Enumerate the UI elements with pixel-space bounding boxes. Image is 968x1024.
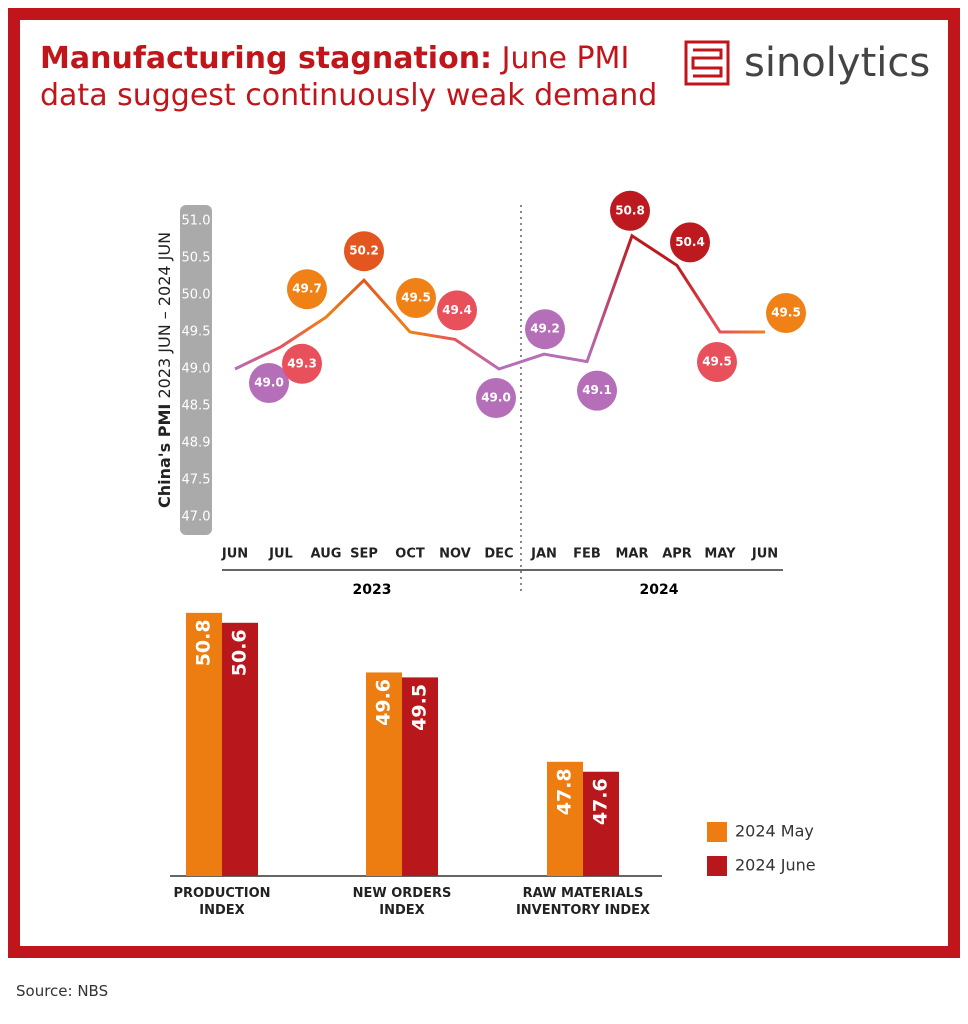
x-tick-label: DEC — [484, 547, 513, 562]
y-axis-band — [180, 205, 212, 535]
legend-swatch — [707, 856, 727, 876]
value-bubble — [437, 290, 477, 331]
bar-value-label: 50.8 — [193, 619, 215, 666]
x-tick-label: JAN — [530, 547, 557, 562]
value-label: 49.0 — [481, 391, 511, 405]
bar — [402, 677, 438, 876]
value-bubble — [577, 370, 617, 411]
x-tick-label: JUN — [751, 547, 778, 562]
value-label: 49.2 — [530, 322, 560, 336]
x-tick-label: OCT — [395, 547, 425, 562]
y-tick-label: 49.0 — [182, 362, 211, 377]
value-label: 49.5 — [702, 355, 732, 369]
value-label: 49.7 — [292, 282, 322, 296]
y-tick-label: 49.5 — [182, 325, 211, 340]
x-tick-label: MAY — [704, 547, 736, 562]
value-bubble — [344, 231, 384, 272]
value-label: 49.1 — [582, 383, 612, 397]
pmi-line — [234, 233, 765, 371]
value-bubble — [697, 342, 737, 382]
value-bubble — [766, 293, 806, 333]
value-label: 49.3 — [287, 356, 317, 370]
year-label: 2024 — [640, 582, 679, 598]
bar — [222, 622, 258, 876]
title-bold: Manufacturing stagnation: — [40, 41, 492, 76]
value-label: 50.4 — [675, 235, 705, 249]
x-tick-label: NEW ORDERS INDEX — [352, 886, 452, 918]
title-line2: data suggest continuously weak demand — [40, 78, 657, 113]
x-tick-label: RAW MATERIALS INVENTORY INDEX — [515, 886, 651, 918]
x-tick-label: AUG — [311, 547, 342, 562]
value-label: 50.8 — [615, 203, 645, 217]
bar-value-label: 50.6 — [229, 629, 251, 676]
x-tick-label: APR — [662, 547, 692, 562]
logo-icon — [684, 40, 730, 86]
x-tick-label: PRODUCTION INDEX — [173, 886, 271, 918]
x-tick-label: JUL — [268, 547, 293, 562]
y-tick-label: 47.0 — [182, 510, 211, 525]
frame — [8, 8, 960, 958]
bar-value-label: 49.6 — [373, 679, 395, 726]
legend-swatch — [707, 822, 727, 842]
x-tick-label: JUN — [221, 547, 248, 562]
y-tick-label: 47.5 — [182, 473, 211, 488]
bar — [583, 771, 619, 876]
title-rest: June PMI — [492, 41, 629, 76]
logo: sinolytics — [744, 40, 930, 86]
value-bubble — [610, 190, 650, 231]
value-label: 49.4 — [442, 303, 472, 317]
bar-value-label: 47.6 — [590, 778, 612, 825]
value-bubble — [476, 378, 516, 418]
bar-value-label: 47.8 — [554, 768, 576, 815]
value-bubble — [396, 278, 436, 318]
value-label: 49.5 — [771, 306, 801, 320]
value-bubble — [670, 222, 710, 263]
legend-label: 2024 June — [735, 856, 816, 875]
bar-value-label: 49.5 — [409, 684, 431, 731]
value-bubble — [249, 363, 289, 403]
year-label: 2023 — [353, 582, 392, 598]
value-bubble — [282, 343, 322, 384]
bar — [186, 612, 222, 876]
y-tick-label: 50.5 — [182, 251, 211, 266]
value-label: 50.2 — [349, 244, 379, 258]
x-tick-label: FEB — [573, 547, 601, 562]
y-label: China's PMI — [155, 404, 174, 508]
x-tick-label: SEP — [350, 547, 378, 562]
value-label: 49.5 — [401, 291, 431, 305]
y-tick-label: 51.0 — [182, 214, 211, 229]
value-bubble — [525, 309, 565, 350]
bar — [547, 761, 583, 876]
source: Source: NBS — [16, 982, 108, 1000]
value-bubble — [287, 269, 327, 310]
y-tick-label: 48.5 — [182, 399, 211, 414]
y-tick-label: 50.0 — [182, 288, 211, 303]
bar — [366, 672, 402, 876]
x-tick-label: NOV — [439, 547, 471, 562]
y-tick-label: 48.9 — [182, 436, 211, 451]
x-tick-label: MAR — [615, 547, 648, 562]
y-axis-title: China's PMI 2023 JUN – 2024 JUN — [155, 232, 174, 508]
legend-label: 2024 May — [735, 822, 814, 841]
value-label: 49.0 — [254, 376, 284, 390]
title: Manufacturing stagnation: June PMI — [40, 41, 629, 76]
y-label-sub: 2023 JUN – 2024 JUN — [155, 232, 174, 404]
